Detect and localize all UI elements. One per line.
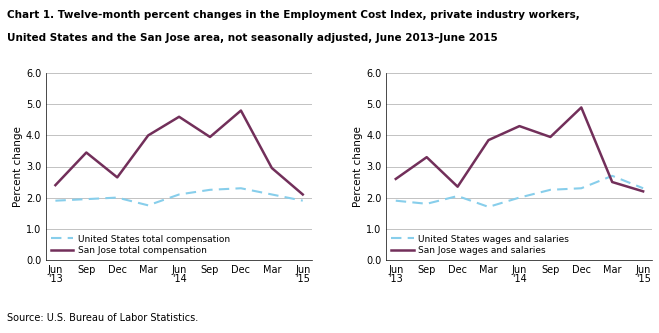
Text: United States and the San Jose area, not seasonally adjusted, June 2013–June 201: United States and the San Jose area, not… xyxy=(7,33,498,43)
Text: Chart 1. Twelve-month percent changes in the Employment Cost Index, private indu: Chart 1. Twelve-month percent changes in… xyxy=(7,10,579,20)
Y-axis label: Percent change: Percent change xyxy=(353,126,364,207)
Y-axis label: Percent change: Percent change xyxy=(13,126,23,207)
Legend: United States wages and salaries, San Jose wages and salaries: United States wages and salaries, San Jo… xyxy=(391,234,569,255)
Text: Source: U.S. Bureau of Labor Statistics.: Source: U.S. Bureau of Labor Statistics. xyxy=(7,313,198,323)
Legend: United States total compensation, San Jose total compensation: United States total compensation, San Jo… xyxy=(51,234,230,255)
